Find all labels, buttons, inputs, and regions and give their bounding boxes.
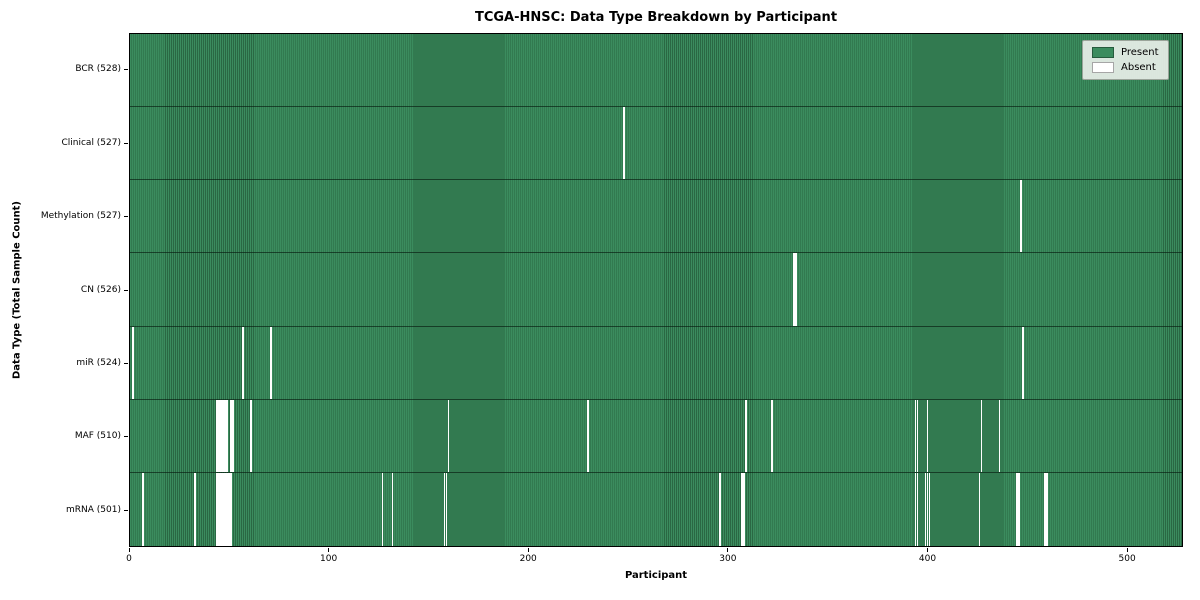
absent-stripe (229, 399, 232, 472)
absent-stripe (217, 472, 220, 546)
y-tick-label-maf: MAF (510) (74, 431, 121, 442)
x-tick-label-100: 100 (320, 554, 338, 564)
chart-title: TCGA-HNSC: Data Type Breakdown by Partic… (474, 10, 838, 25)
x-tick-label-200: 200 (519, 554, 537, 564)
y-tick-label-bcr: BCR (528) (75, 64, 121, 75)
absent-stripe (219, 472, 222, 546)
absent-stripe (914, 399, 917, 472)
y-tick-mark (124, 289, 128, 291)
absent-stripe (217, 399, 220, 472)
absent-stripe (194, 472, 196, 546)
absent-stripe (229, 472, 232, 546)
absent-stripe (916, 399, 919, 472)
absent-stripe (916, 472, 919, 546)
absent-stripe (1022, 326, 1025, 399)
y-tick-label-mir: miR (524) (76, 357, 121, 368)
absent-stripe (623, 107, 625, 180)
absent-stripe (1020, 180, 1023, 253)
legend-label: Present (1121, 47, 1159, 58)
legend-swatch-absent (1092, 62, 1114, 73)
absent-stripe (447, 399, 450, 472)
absent-stripe (225, 472, 228, 546)
heatmap-row-clinical (130, 107, 1182, 181)
absent-stripe (719, 472, 721, 546)
absent-stripe (1016, 472, 1019, 546)
absent-stripe (381, 472, 384, 546)
y-tick-label-methylation: Methylation (527) (40, 211, 121, 222)
heatmap-row-mrna (130, 472, 1182, 546)
absent-stripe (770, 399, 773, 472)
absent-stripe (221, 472, 224, 546)
absent-stripe (132, 326, 134, 399)
legend-label: Absent (1121, 62, 1156, 73)
absent-stripe (443, 472, 446, 546)
absent-stripe (445, 472, 448, 546)
legend-entry-present: Present (1092, 47, 1159, 58)
absent-stripe (998, 399, 1001, 472)
absent-stripe (743, 472, 745, 546)
heatmap-row-maf (130, 399, 1182, 473)
y-tick-mark (124, 69, 128, 71)
y-tick-mark (124, 436, 128, 438)
x-tick-mark (328, 548, 330, 552)
absent-stripe (219, 399, 222, 472)
x-tick-label-500: 500 (1118, 554, 1136, 564)
x-tick-mark (527, 548, 529, 552)
absent-stripe (914, 472, 917, 546)
absent-stripe (216, 399, 218, 472)
heatmap-row-cn (130, 253, 1182, 327)
plot-area (129, 33, 1183, 547)
absent-stripe (231, 399, 234, 472)
absent-stripe (794, 253, 797, 326)
absent-stripe (391, 472, 394, 546)
y-tick-label-mrna: mRNA (501) (66, 504, 121, 515)
x-axis-label: Participant (624, 570, 688, 581)
absent-stripe (241, 326, 244, 399)
x-tick-label-400: 400 (918, 554, 937, 564)
absent-stripe (924, 472, 927, 546)
absent-stripe (225, 399, 228, 472)
absent-stripe (269, 326, 272, 399)
legend-swatch-present (1092, 47, 1114, 58)
absent-stripe (1044, 472, 1047, 546)
y-tick-label-cn: CN (526) (80, 284, 121, 295)
y-tick-mark (124, 509, 128, 511)
y-tick-mark (124, 142, 128, 144)
legend: Present Absent (1082, 40, 1169, 80)
heatmap-row-mir (130, 326, 1182, 400)
x-tick-mark (1126, 548, 1128, 552)
x-tick-mark (128, 548, 130, 552)
absent-stripe (741, 472, 743, 546)
y-tick-label-clinical: Clinical (527) (61, 137, 121, 148)
absent-stripe (1018, 472, 1021, 546)
x-tick-label-0: 0 (126, 554, 132, 564)
absent-stripe (926, 472, 929, 546)
absent-stripe (227, 472, 230, 546)
absent-stripe (978, 472, 981, 546)
absent-stripe (216, 472, 218, 546)
absent-stripe (1046, 472, 1049, 546)
absent-stripe (249, 399, 252, 472)
legend-entry-absent: Absent (1092, 62, 1159, 73)
absent-stripe (223, 399, 226, 472)
x-tick-mark (927, 548, 928, 552)
absent-stripe (142, 472, 144, 546)
y-tick-mark (124, 362, 128, 364)
absent-stripe (928, 472, 931, 546)
x-tick-label-300: 300 (719, 554, 737, 564)
absent-stripe (223, 472, 226, 546)
absent-stripe (221, 399, 224, 472)
absent-stripe (926, 399, 929, 472)
absent-stripe (792, 253, 795, 326)
absent-stripe (587, 399, 589, 472)
heatmap-row-methylation (130, 180, 1182, 254)
absent-stripe (980, 399, 983, 472)
x-tick-mark (727, 548, 729, 552)
heatmap-row-bcr (130, 34, 1182, 108)
y-tick-mark (124, 216, 128, 218)
absent-stripe (744, 399, 747, 472)
